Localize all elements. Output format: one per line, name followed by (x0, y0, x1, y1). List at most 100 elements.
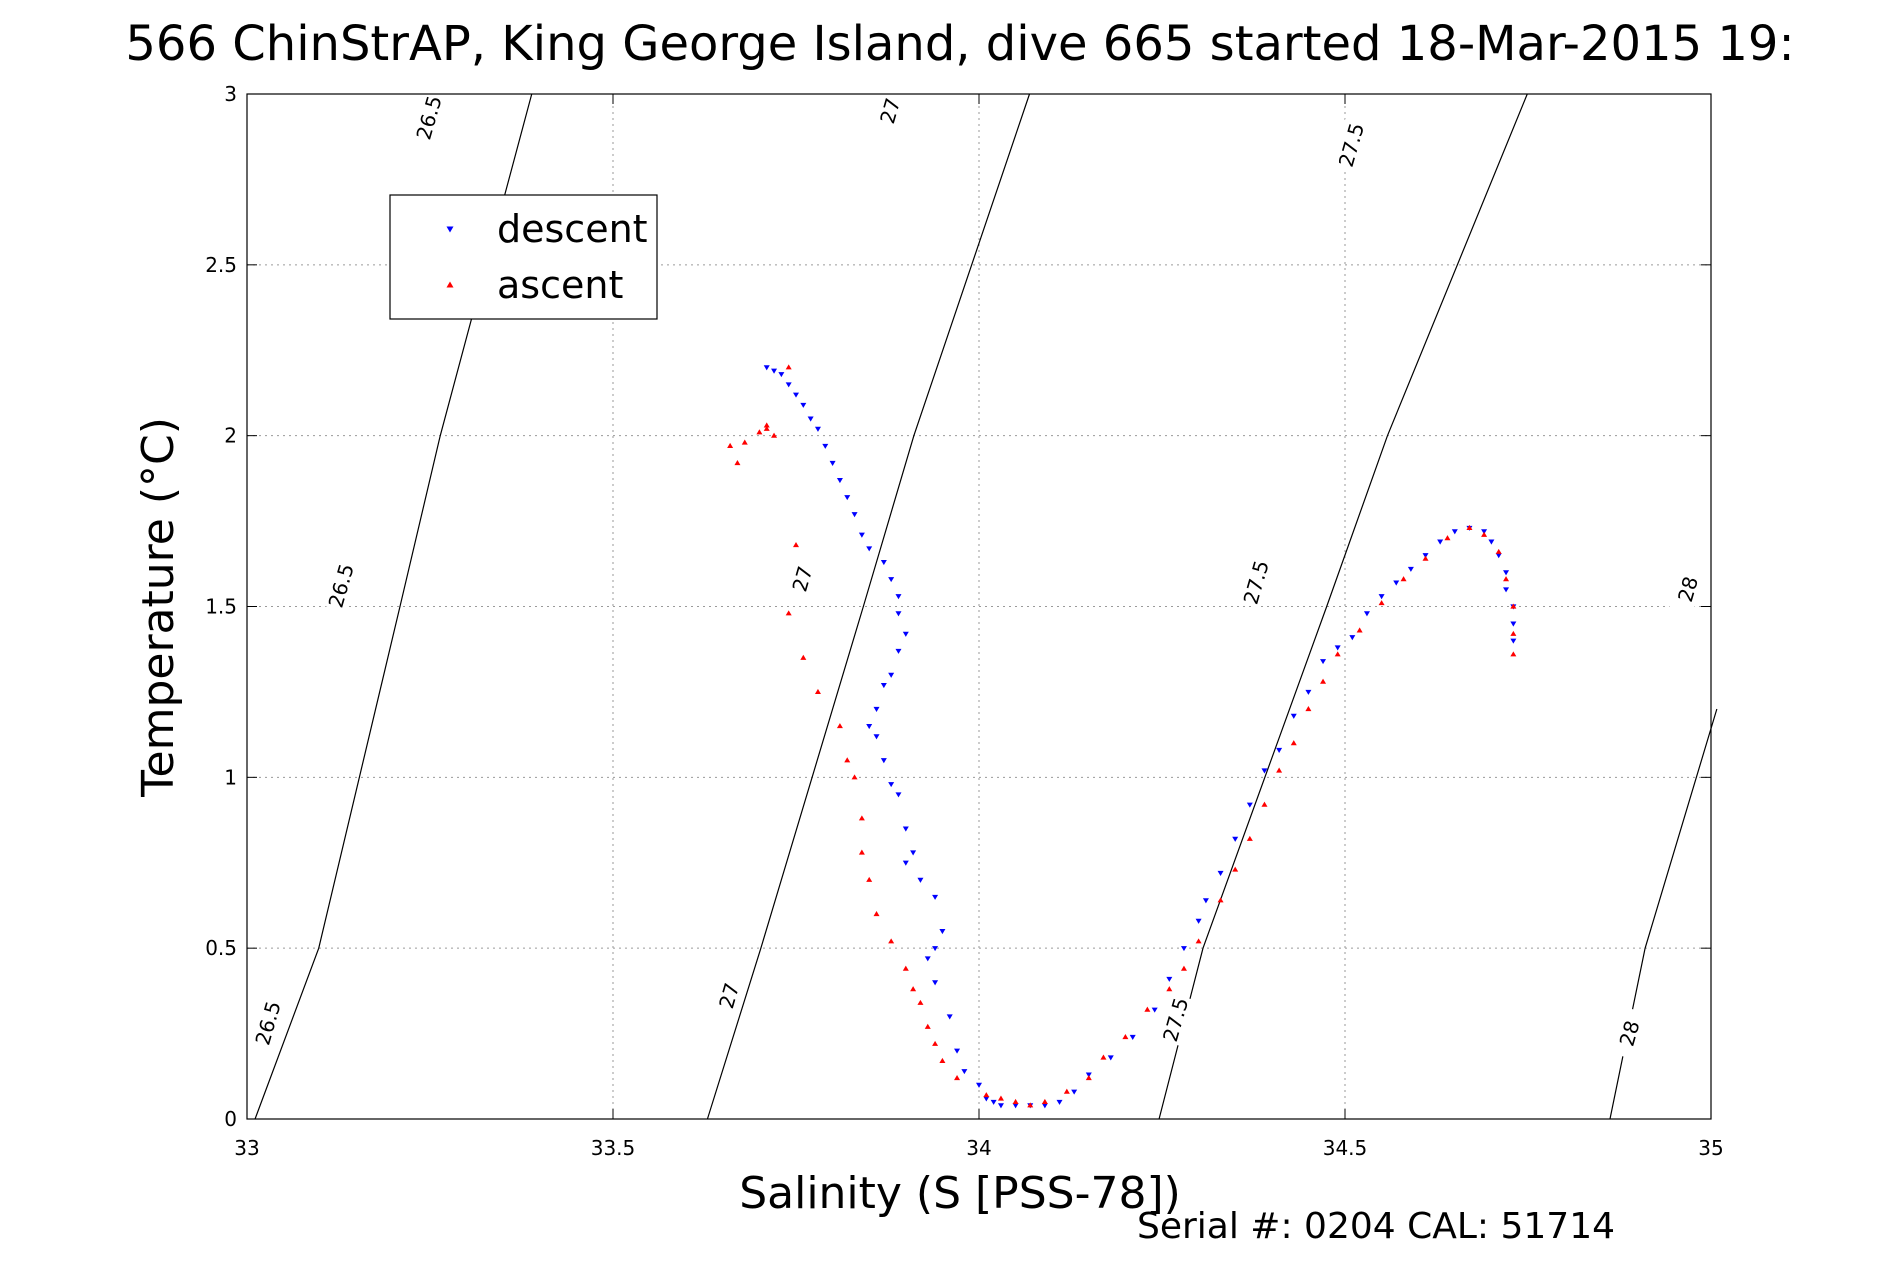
ascent-point (1232, 866, 1239, 872)
y-axis-label: Temperature (°C) (133, 417, 184, 798)
legend-label-ascent: ascent (497, 263, 623, 307)
descent-point (771, 368, 778, 374)
ascent-point (785, 610, 792, 616)
descent-point (1393, 580, 1400, 586)
ascent-point (939, 1057, 946, 1064)
descent-point (1195, 918, 1202, 924)
x-tick-label: 34 (966, 1136, 991, 1160)
x-tick-label: 35 (1698, 1136, 1723, 1160)
legend-marker-descent (446, 226, 454, 233)
descent-point (895, 594, 902, 600)
descent-point (1056, 1099, 1063, 1105)
descent-point (1012, 1103, 1019, 1109)
descent-point (976, 1082, 982, 1088)
ascent-point (866, 876, 873, 882)
descent-point (1290, 713, 1297, 719)
ascent-point (1027, 1102, 1034, 1108)
ascent-point (888, 938, 895, 944)
descent-point (763, 365, 770, 371)
ascent-point (1510, 603, 1517, 609)
descent-point (858, 532, 865, 538)
ascent-point (983, 1092, 990, 1098)
descent-point (1363, 611, 1370, 617)
ascent-point (1217, 897, 1224, 903)
ascent-point (1510, 630, 1517, 636)
descent-point (1510, 621, 1517, 627)
descent-point (880, 682, 887, 689)
descent-point (895, 792, 902, 798)
descent-point (1334, 645, 1341, 651)
descent-point (1202, 898, 1209, 904)
legend-label-descent: descent (497, 207, 648, 251)
ascent-point (858, 849, 865, 855)
ascent-point (1503, 576, 1510, 582)
series-ascent (727, 364, 1517, 1108)
descent-point (888, 577, 895, 583)
descent-point (800, 402, 807, 408)
descent-point (785, 382, 792, 388)
ascent-point (851, 774, 858, 780)
descent-point (1451, 529, 1458, 535)
descent-point (954, 1048, 961, 1054)
descent-point (932, 894, 939, 900)
descent-point (873, 706, 880, 712)
ascent-point (1144, 1006, 1151, 1012)
y-tick-label: 0 (224, 1107, 237, 1131)
ascent-point (997, 1095, 1004, 1101)
descent-point (917, 877, 924, 883)
ascent-point (932, 1040, 939, 1046)
descent-point (895, 611, 902, 617)
ascent-point (800, 654, 807, 660)
ascent-point (902, 965, 909, 971)
descent-point (902, 860, 909, 866)
ascent-point (1180, 965, 1187, 971)
ascent-point (1334, 651, 1341, 657)
data-series (727, 364, 1517, 1109)
contour-label-background (871, 84, 908, 137)
descent-point (778, 372, 785, 378)
ascent-point (1320, 678, 1327, 684)
ascent-point (1356, 627, 1363, 633)
ascent-point (1100, 1054, 1107, 1060)
descent-point (1129, 1034, 1136, 1040)
contour-label-background (710, 969, 747, 1022)
descent-point (793, 392, 799, 398)
x-axis-label: Salinity (S [PSS-78]) (739, 1168, 1181, 1219)
ascent-point (1422, 555, 1429, 561)
descent-point (888, 782, 895, 788)
contour-label-background (1156, 992, 1193, 1046)
ascent-point (924, 1023, 931, 1029)
descent-point (880, 758, 887, 764)
contour-label-background (783, 552, 820, 605)
ascent-point (1378, 600, 1385, 606)
ascent-point (858, 815, 865, 821)
descent-point (1305, 689, 1312, 695)
y-tick-label: 2.5 (205, 253, 237, 277)
descent-point (880, 559, 887, 566)
descent-point (997, 1103, 1004, 1109)
contour-label-background (248, 996, 286, 1050)
descent-point (902, 826, 909, 832)
ascent-point (1444, 535, 1451, 541)
descent-point (1166, 976, 1173, 982)
ascent-point (1166, 986, 1173, 992)
ascent-point (793, 542, 799, 548)
ascent-point (1195, 938, 1202, 944)
ascent-point (917, 999, 924, 1005)
descent-point (983, 1096, 990, 1102)
descent-point (1246, 802, 1253, 808)
descent-point (1349, 635, 1356, 641)
descent-point (946, 1014, 953, 1020)
contour-label-background (1668, 562, 1706, 616)
descent-point (1180, 946, 1187, 952)
ascent-point (1481, 531, 1488, 537)
descent-point (807, 416, 814, 422)
descent-point (1041, 1103, 1048, 1109)
descent-point (844, 495, 851, 501)
ascent-point (771, 432, 778, 438)
ascent-point (1495, 548, 1502, 554)
descent-point (888, 672, 895, 678)
descent-point (836, 477, 843, 484)
descent-point (961, 1069, 968, 1075)
